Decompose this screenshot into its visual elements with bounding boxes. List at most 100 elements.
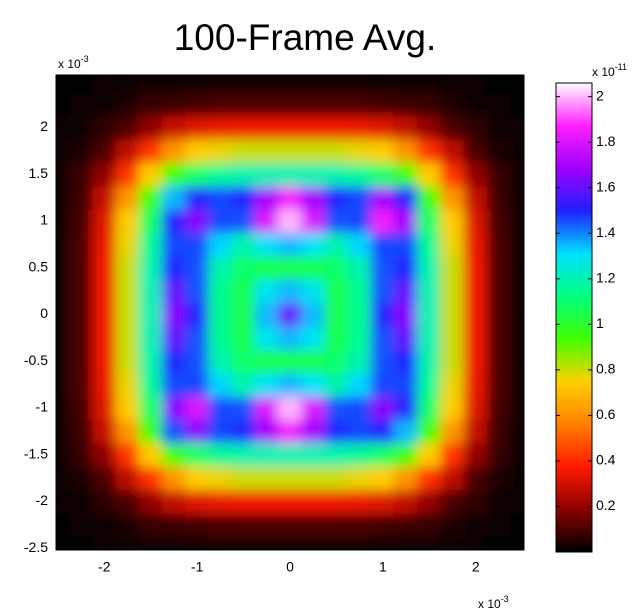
y-tick-label: 2	[40, 118, 48, 134]
heatmap-cell	[161, 138, 187, 163]
heatmap-cell	[185, 161, 210, 187]
heatmap-cell	[254, 185, 279, 210]
heatmap-cell	[185, 489, 210, 514]
heatmap-cell	[185, 138, 210, 163]
heatmap-cell	[92, 161, 117, 187]
heatmap-cell	[301, 302, 326, 327]
heatmap-cell	[393, 255, 419, 280]
y-tick-label: -2	[36, 492, 49, 508]
heatmap-cell	[440, 278, 465, 304]
heatmap-cell	[138, 372, 163, 397]
heatmap-cell	[440, 489, 465, 514]
y-tick-label: 0.5	[29, 258, 49, 274]
colorbar-tick-label: 1.8	[596, 133, 616, 149]
heatmap-cell	[370, 325, 395, 350]
heatmap-cell	[185, 232, 210, 257]
heatmap-cell	[92, 325, 117, 350]
heatmap-cell	[324, 91, 349, 117]
x-exponent-label: x 10-3	[478, 594, 509, 611]
colorbar-tick-label: 0.8	[596, 361, 616, 377]
heatmap-cell	[370, 138, 395, 163]
heatmap-cell	[231, 185, 256, 210]
heatmap-cell	[208, 208, 233, 234]
heatmap-cell	[138, 91, 163, 117]
heatmap-cell	[417, 372, 442, 397]
heatmap-clip	[56, 75, 524, 550]
heatmap-cell	[347, 302, 372, 327]
heatmap-cell	[138, 232, 163, 257]
heatmap-cell	[161, 208, 187, 234]
heatmap-cell	[68, 75, 94, 93]
heatmap-cell	[347, 465, 372, 491]
heatmap-cell	[463, 161, 488, 187]
heatmap-cell	[185, 535, 210, 550]
heatmap-cell	[254, 372, 279, 397]
heatmap-cell	[254, 348, 279, 374]
heatmap-cell	[324, 325, 349, 350]
heatmap-cell	[231, 278, 256, 304]
heatmap-cell	[138, 138, 163, 163]
heatmap-cell	[277, 325, 303, 350]
heatmap-cell	[277, 535, 303, 550]
heatmap-cell	[440, 75, 465, 93]
heatmap-cell	[324, 372, 349, 397]
heatmap-cell	[393, 395, 419, 421]
heatmap-cell	[161, 465, 187, 491]
heatmap-cell	[68, 419, 94, 444]
colorbar-tick-label: 0.6	[596, 406, 616, 422]
heatmap-cell	[393, 278, 419, 304]
heatmap-cell	[92, 138, 117, 163]
heatmap-cell	[417, 302, 442, 327]
heatmap-cell	[463, 395, 488, 421]
heatmap-cell	[417, 232, 442, 257]
heatmap-cell	[301, 419, 326, 444]
heatmap-cell	[68, 465, 94, 491]
heatmap-cell	[417, 115, 442, 140]
heatmap-cell	[115, 91, 140, 117]
heatmap-cell	[254, 232, 279, 257]
heatmap-cell	[370, 185, 395, 210]
heatmap-cell	[440, 465, 465, 491]
heatmap-cell	[301, 489, 326, 514]
heatmap-cell	[324, 278, 349, 304]
heatmap-cell	[393, 535, 419, 550]
heatmap-cell	[393, 115, 419, 140]
heatmap-cell	[254, 138, 279, 163]
heatmap-cell	[208, 489, 233, 514]
heatmap-cell	[324, 535, 349, 550]
heatmap-cell	[92, 465, 117, 491]
y-tick-label: -0.5	[24, 352, 48, 368]
heatmap-cell	[486, 535, 512, 550]
heatmap-cell	[231, 91, 256, 117]
heatmap-cell	[115, 115, 140, 140]
heatmap-cell	[277, 161, 303, 187]
heatmap-cell	[231, 115, 256, 140]
heatmap-cell	[324, 232, 349, 257]
heatmap-cell	[370, 419, 395, 444]
heatmap-cell	[56, 442, 70, 467]
heatmap-cell	[56, 419, 70, 444]
heatmap-cell	[393, 465, 419, 491]
heatmap-cell	[68, 442, 94, 467]
heatmap-cell	[138, 512, 163, 537]
heatmap-cell	[115, 232, 140, 257]
heatmap-cell	[56, 75, 70, 93]
heatmap-cell	[486, 208, 512, 234]
heatmap-cell	[510, 348, 524, 374]
heatmap-cell	[185, 91, 210, 117]
heatmap-cell	[115, 185, 140, 210]
heatmap-cell	[231, 161, 256, 187]
heatmap-cell	[92, 512, 117, 537]
heatmap-cell	[347, 512, 372, 537]
heatmap-cell	[56, 465, 70, 491]
heatmap-cell	[254, 395, 279, 421]
heatmap-cell	[486, 419, 512, 444]
heatmap-cell	[417, 91, 442, 117]
heatmap-cell	[370, 535, 395, 550]
heatmap-cell	[440, 419, 465, 444]
heatmap-cell	[486, 442, 512, 467]
heatmap-cell	[463, 535, 488, 550]
heatmap-cell	[68, 395, 94, 421]
heatmap-cell	[463, 442, 488, 467]
heatmap-cell	[208, 255, 233, 280]
